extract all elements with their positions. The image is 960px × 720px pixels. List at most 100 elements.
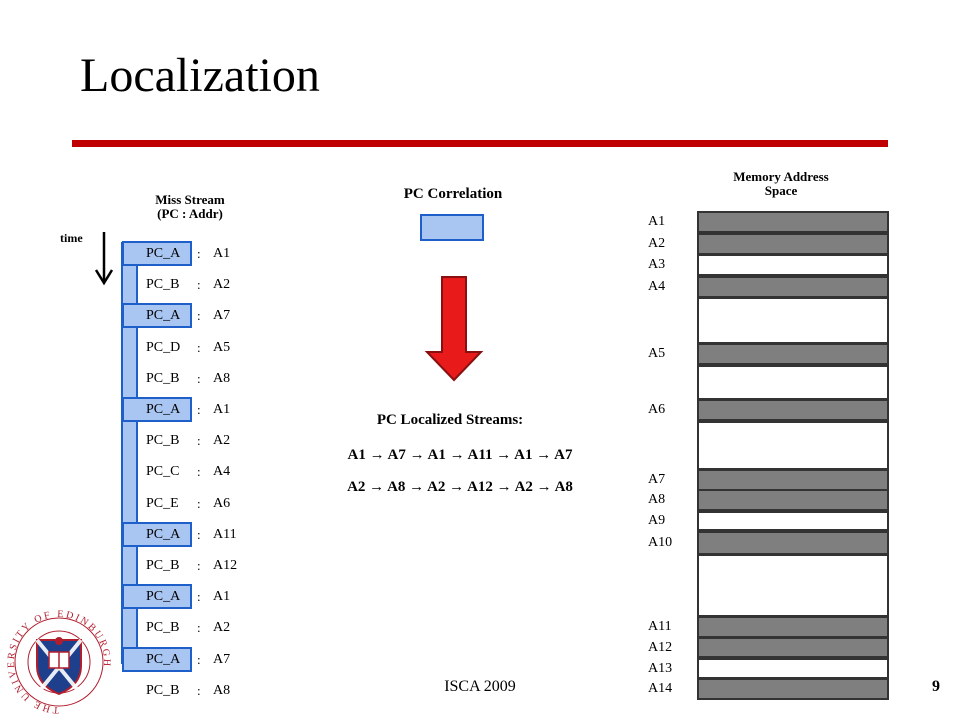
separator: : <box>197 370 201 386</box>
separator: : <box>197 402 201 417</box>
pc-label: PC_B <box>146 433 180 449</box>
miss-stream-caption-line2: (PC : Addr) <box>157 206 223 221</box>
address-label: A2 <box>213 277 231 293</box>
miss-stream-row: PC_C: A4 <box>122 459 322 484</box>
address-label: A2 <box>213 433 231 449</box>
memory-block-used <box>697 678 889 700</box>
memory-block-used <box>697 489 889 511</box>
address-label: A6 <box>213 495 231 511</box>
miss-stream-row: PC_A: A1 <box>122 241 322 266</box>
miss-stream-row: PC_D: A5 <box>122 335 322 360</box>
highlight-box <box>122 521 192 547</box>
address-label: A4 <box>213 464 231 480</box>
miss-stream-row: PC_B: A2 <box>122 428 322 453</box>
separator: : <box>197 682 201 698</box>
miss-stream-row: PC_A: A1 <box>122 584 322 610</box>
memory-space-caption-line1: Memory Address <box>733 169 829 184</box>
pc-correlation-box <box>420 214 484 241</box>
memory-block-free <box>697 254 889 276</box>
miss-stream-row: PC_E: A6 <box>122 491 322 516</box>
pc-label: PC_B <box>146 277 180 293</box>
pc-label: PC_B <box>146 370 180 386</box>
address-label: A12 <box>213 558 238 573</box>
address-label: A7 <box>213 651 231 667</box>
memory-address-label: A11 <box>648 619 672 634</box>
memory-address-label: A2 <box>648 236 666 251</box>
pc-label: PC_A <box>146 402 181 417</box>
slide-title: Localization <box>80 49 320 102</box>
highlight-box <box>122 584 192 610</box>
miss-stream-row: PC_B: A2 <box>122 615 322 640</box>
highlight-box <box>122 303 192 329</box>
memory-address-label: A7 <box>648 472 666 487</box>
localized-streams-title: PC Localized Streams: <box>376 412 524 428</box>
memory-address-label: A9 <box>648 513 666 528</box>
memory-address-label: A8 <box>648 492 666 507</box>
pc-label: PC_A <box>146 526 181 542</box>
separator: : <box>197 526 201 542</box>
address-label: A8 <box>213 370 231 386</box>
pc-label: PC_B <box>146 682 180 698</box>
memory-address-label: A13 <box>648 660 673 676</box>
separator: : <box>197 464 201 480</box>
memory-block-used <box>697 399 889 421</box>
memory-space-caption-line2: Space <box>764 183 798 198</box>
miss-stream-row: PC_B: A8 <box>122 366 322 391</box>
miss-stream-caption-line1: Miss Stream <box>155 192 225 207</box>
pc-label: PC_A <box>146 246 181 261</box>
memory-block-used <box>697 343 889 365</box>
separator: : <box>197 308 201 324</box>
time-label: time <box>60 231 83 245</box>
separator: : <box>197 651 201 667</box>
memory-address-label: A5 <box>648 346 666 361</box>
pc-label: PC_A <box>146 651 181 667</box>
localized-stream-1: A1 → A7 → A1 → A11 → A1 → A7 <box>347 447 573 463</box>
separator: : <box>197 620 201 636</box>
pc-label: PC_A <box>146 308 181 324</box>
footer-conference: ISCA 2009 <box>444 678 516 695</box>
address-label: A1 <box>213 589 231 605</box>
memory-address-label: A12 <box>648 639 673 655</box>
memory-address-label: A1 <box>648 214 666 229</box>
separator: : <box>197 495 201 511</box>
pc-label: PC_B <box>146 620 180 636</box>
address-label: A2 <box>213 620 231 636</box>
memory-space-caption: Memory Address Space <box>716 170 846 198</box>
separator: : <box>197 246 201 261</box>
pc-correlation-label: PC Correlation <box>403 186 503 202</box>
miss-stream-row: PC_A: A7 <box>122 646 322 672</box>
separator: : <box>197 558 201 573</box>
pc-label: PC_C <box>146 464 180 480</box>
pc-label: PC_B <box>146 558 180 573</box>
memory-address-label: A4 <box>648 279 666 294</box>
separator: : <box>197 277 201 293</box>
highlight-box <box>122 646 192 672</box>
separator: : <box>197 433 201 449</box>
memory-address-label: A3 <box>648 257 666 272</box>
address-label: A1 <box>213 402 231 417</box>
pc-label: PC_D <box>146 339 181 355</box>
address-label: A5 <box>213 339 231 355</box>
miss-stream-row: PC_B: A2 <box>122 272 322 297</box>
miss-stream-row: PC_A: A11 <box>122 521 322 547</box>
address-label: A7 <box>213 308 231 324</box>
memory-address-label: A10 <box>648 535 673 550</box>
highlight-box <box>122 397 192 422</box>
memory-block-free <box>697 297 889 344</box>
page-number: 9 <box>932 678 940 695</box>
pc-label: PC_A <box>146 589 181 605</box>
title-divider <box>72 140 888 147</box>
memory-block-free <box>697 421 889 470</box>
miss-stream-row: PC_B: A8 <box>122 678 322 703</box>
miss-stream-row: PC_A: A1 <box>122 397 322 422</box>
memory-address-label: A14 <box>648 681 673 696</box>
separator: : <box>197 589 201 605</box>
separator: : <box>197 339 201 355</box>
address-label: A11 <box>213 526 237 542</box>
memory-block-used <box>697 531 889 555</box>
miss-stream-row: PC_B: A12 <box>122 553 322 578</box>
miss-stream-row: PC_A: A7 <box>122 303 322 329</box>
